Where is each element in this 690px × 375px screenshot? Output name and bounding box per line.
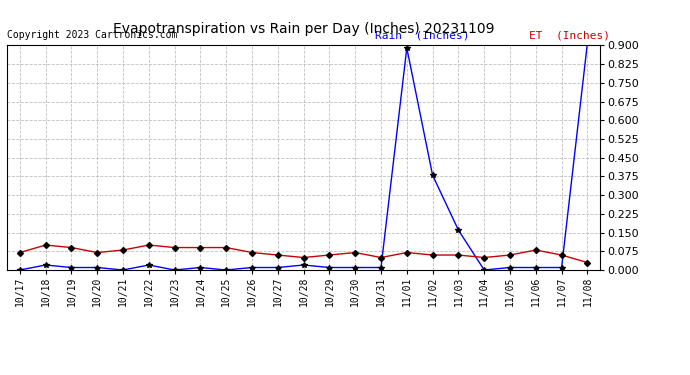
Text: ET  (Inches): ET (Inches) bbox=[529, 30, 610, 40]
Text: Evapotranspiration vs Rain per Day (Inches) 20231109: Evapotranspiration vs Rain per Day (Inch… bbox=[113, 22, 494, 36]
Text: Rain  (Inches): Rain (Inches) bbox=[375, 30, 469, 40]
Text: Copyright 2023 Cartronics.com: Copyright 2023 Cartronics.com bbox=[7, 30, 177, 40]
